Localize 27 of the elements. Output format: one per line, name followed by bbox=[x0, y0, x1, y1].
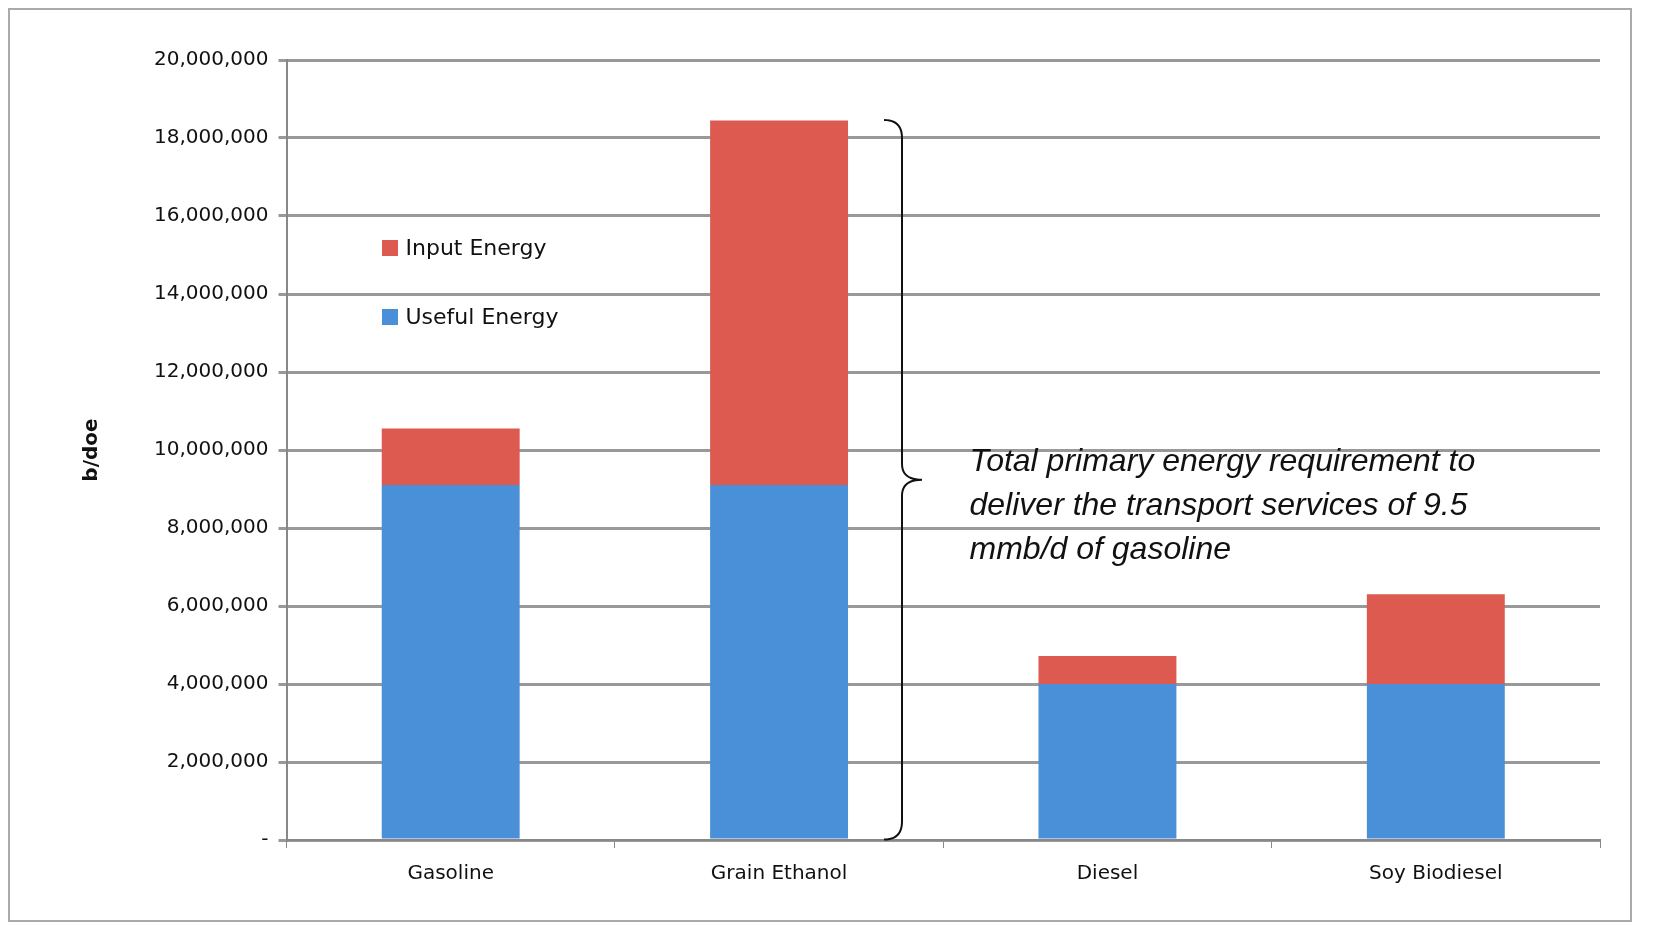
y-tick-label: 4,000,000 bbox=[166, 670, 269, 695]
bar bbox=[710, 485, 849, 839]
x-tick-label: Diesel bbox=[1076, 860, 1139, 885]
bar bbox=[381, 428, 520, 486]
y-tick-label: - bbox=[261, 826, 269, 851]
y-tick-label: 10,000,000 bbox=[154, 436, 269, 461]
legend-label: Useful Energy bbox=[405, 304, 559, 329]
y-tick-label: 14,000,000 bbox=[154, 280, 269, 305]
y-tick-label: 2,000,000 bbox=[166, 748, 269, 773]
annotation: Total primary energy requirement to deliver the transport services of 9.5 mmb/d of gasoline bbox=[969, 441, 1477, 569]
bar bbox=[710, 120, 849, 486]
bar bbox=[381, 485, 520, 839]
y-tick-label: 16,000,000 bbox=[154, 202, 269, 227]
y-tick-label: 20,000,000 bbox=[154, 46, 269, 71]
x-tick-label: Gasoline bbox=[407, 860, 494, 885]
y-tick-label: 8,000,000 bbox=[166, 514, 269, 539]
bar bbox=[1366, 684, 1505, 839]
y-axis-title: b/doe bbox=[78, 418, 103, 482]
bar bbox=[1038, 655, 1177, 684]
y-tick-label: 6,000,000 bbox=[166, 592, 269, 617]
y-tick-label: 18,000,000 bbox=[154, 124, 269, 149]
bar bbox=[1038, 684, 1177, 839]
y-tick-label: 12,000,000 bbox=[154, 358, 269, 383]
x-tick-label: Grain Ethanol bbox=[710, 860, 848, 885]
legend-label: Input Energy bbox=[405, 235, 547, 260]
x-tick-label: Soy Biodiesel bbox=[1369, 860, 1503, 885]
bar bbox=[1366, 594, 1505, 684]
